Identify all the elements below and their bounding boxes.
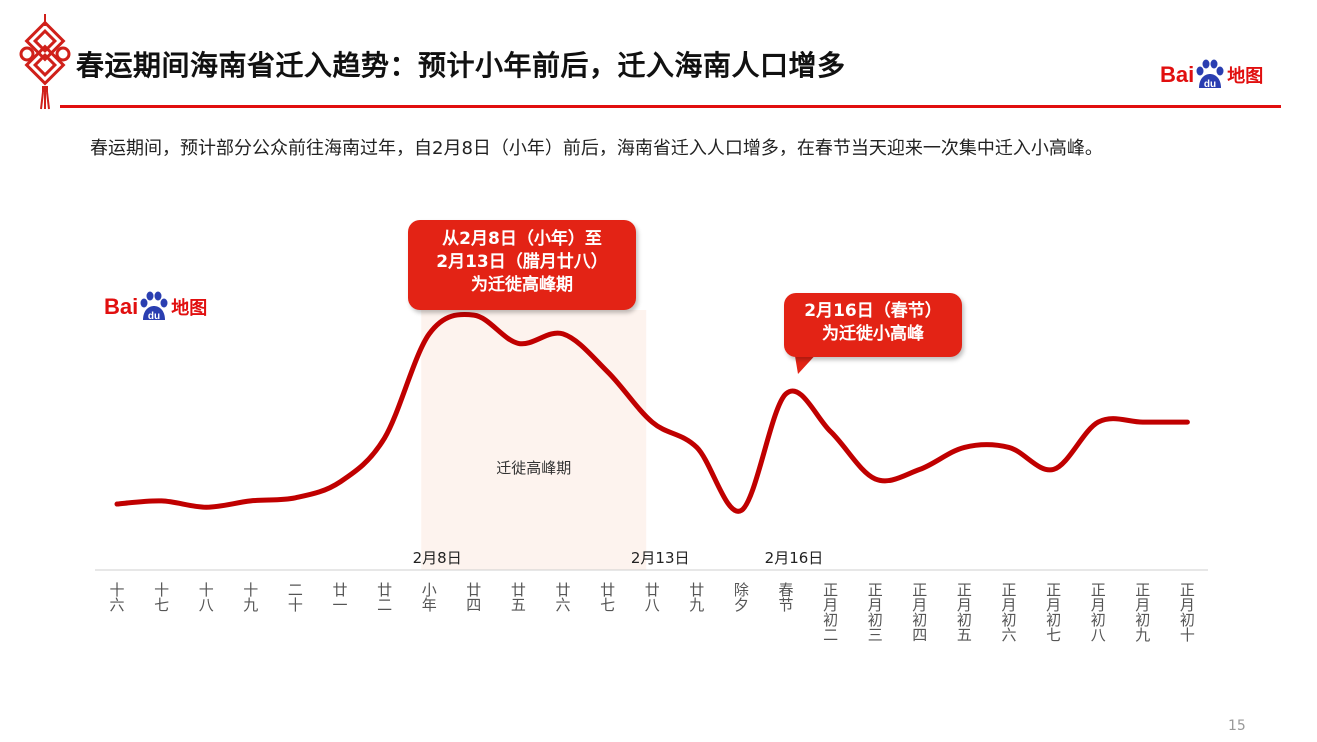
x-tick-label-4: 十九	[243, 581, 258, 614]
x-tick-label-15: 除夕	[734, 581, 749, 614]
date-marker-2: 2月13日	[631, 549, 690, 567]
title-divider	[60, 105, 1281, 108]
page-subtitle: 春运期间，预计部分公众前往海南过年，自2月8日（小年）前后，海南省迁入人口增多，…	[90, 138, 1103, 159]
baidu-map-logo: Bai du 地图	[1160, 58, 1263, 92]
baidu-paw-icon: du	[1196, 59, 1224, 90]
x-tick-label-18: 正月初三	[868, 581, 883, 644]
x-tick-label-16: 春节	[778, 581, 793, 614]
x-tick-label-12: 廿七	[600, 581, 615, 614]
peak-period-callout: 从2月8日（小年）至 2月13日（腊月廿八） 为迁徙高峰期	[408, 220, 636, 310]
x-tick-label-14: 廿九	[689, 581, 704, 614]
spring-festival-callout: 2月16日（春节） 为迁徙小高峰	[784, 293, 962, 357]
peak-period-callout-line3: 为迁徙高峰期	[471, 274, 573, 295]
chart-logo-paw-text: du	[148, 311, 160, 322]
x-tick-label-1: 十六	[109, 581, 124, 614]
logo-paw-text: du	[1204, 79, 1216, 90]
peak-period-region-label: 迁徙高峰期	[496, 459, 571, 477]
x-tick-label-24: 正月初九	[1135, 581, 1150, 644]
x-tick-label-3: 十八	[199, 581, 214, 614]
date-marker-1: 2月8日	[413, 549, 462, 567]
spring-festival-callout-line1: 2月16日（春节）	[804, 301, 942, 321]
page-title: 春运期间海南省迁入趋势：预计小年前后，迁入海南人口增多	[76, 49, 846, 82]
x-tick-label-17: 正月初二	[823, 581, 838, 644]
peak-period-callout-line2: 2月13日（腊月廿八）	[436, 251, 608, 272]
x-tick-label-11: 廿六	[555, 581, 570, 614]
logo-map-text: 地图	[1227, 66, 1264, 87]
x-tick-label-23: 正月初八	[1091, 581, 1106, 644]
x-tick-label-6: 廿一	[332, 581, 347, 614]
x-tick-label-9: 廿四	[466, 581, 481, 614]
x-tick-label-5: 二十	[288, 581, 303, 614]
chart-logo-map-text: 地图	[171, 298, 208, 319]
x-tick-label-13: 廿八	[645, 581, 660, 614]
chart-baidu-paw-icon: du	[140, 291, 168, 322]
date-marker-3: 2月16日	[765, 549, 824, 567]
x-tick-label-2: 十七	[154, 581, 169, 614]
x-tick-label-19: 正月初四	[912, 581, 927, 644]
logo-brand-text: Bai	[1160, 62, 1195, 87]
page-number: 15	[1228, 718, 1246, 734]
chart-baidu-map-logo: Bai du 地图	[104, 290, 207, 324]
series-line-1	[114, 311, 1190, 514]
x-tick-label-10: 廿五	[511, 581, 526, 614]
peak-period-region	[421, 310, 647, 570]
x-tick-label-7: 廿二	[377, 581, 392, 614]
x-tick-label-20: 正月初五	[957, 581, 972, 644]
peak-period-callout-line1: 从2月8日（小年）至	[442, 229, 602, 249]
x-tick-label-22: 正月初七	[1046, 581, 1061, 644]
chart-logo-brand-text: Bai	[104, 294, 139, 319]
x-tick-label-21: 正月初六	[1001, 581, 1016, 644]
chinese-knot-icon	[19, 14, 71, 110]
x-tick-label-8: 小年	[422, 581, 437, 614]
spring-festival-callout-line2: 为迁徙小高峰	[822, 323, 924, 344]
x-tick-label-25: 正月初十	[1180, 581, 1195, 644]
